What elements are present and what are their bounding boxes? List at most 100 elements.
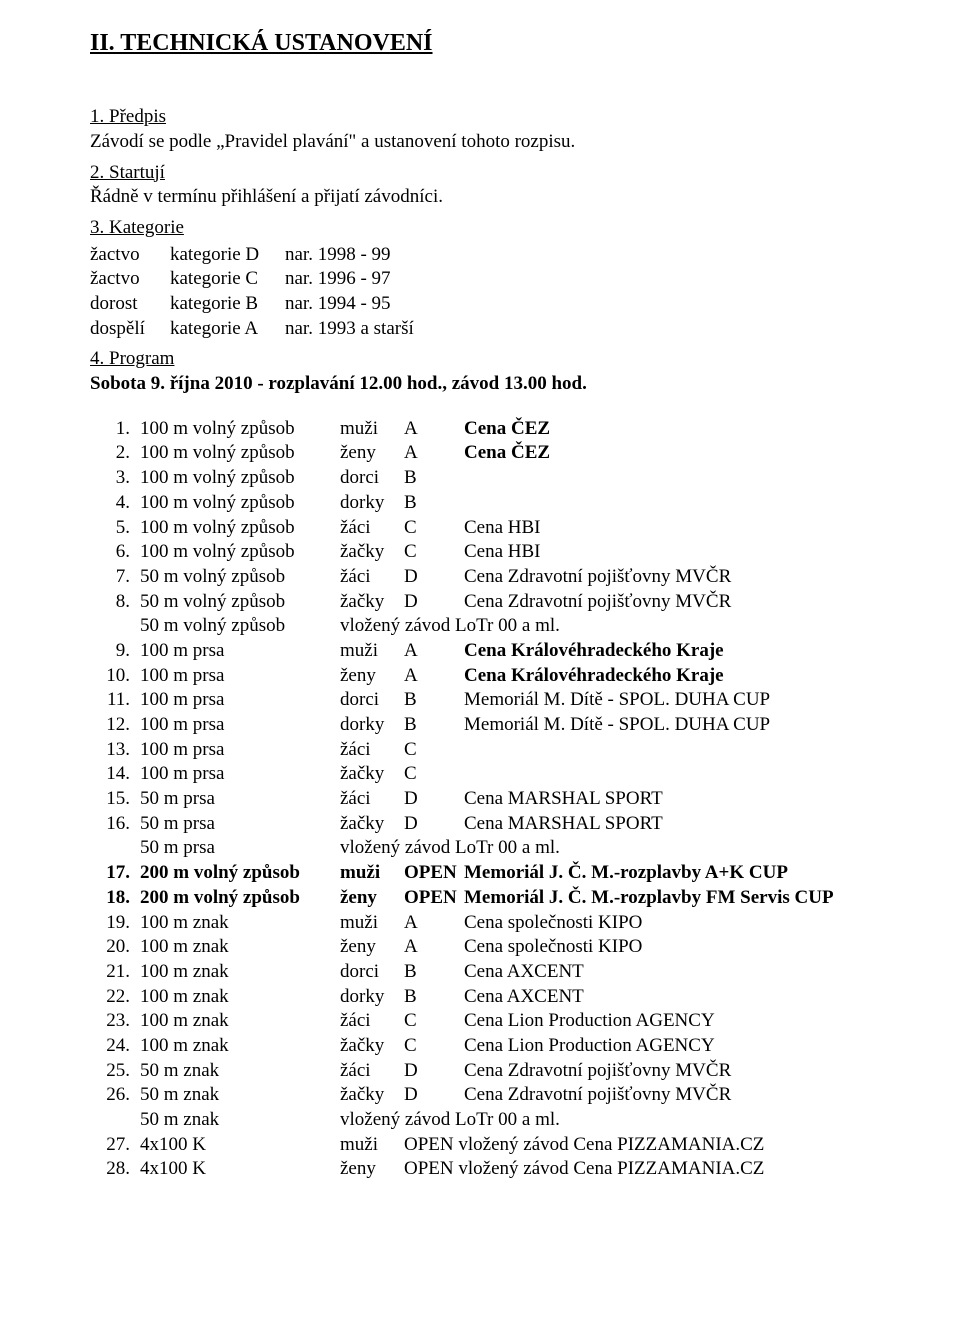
- event-award: [464, 762, 834, 787]
- event-name: 100 m prsa: [140, 688, 340, 713]
- event-row: 50 m prsavložený závod LoTr 00 a ml.: [90, 836, 834, 861]
- section-3-title: 3. Kategorie: [90, 216, 960, 241]
- page-title: II. TECHNICKÁ USTANOVENÍ: [90, 28, 960, 59]
- event-category: C: [404, 1034, 464, 1059]
- event-row: 14.100 m prsažačkyC: [90, 762, 834, 787]
- event-group: žáci: [340, 565, 404, 590]
- event-number: 26.: [90, 1083, 140, 1108]
- event-category: B: [404, 713, 464, 738]
- event-row: 12.100 m prsadorkyBMemoriál M. Dítě - SP…: [90, 713, 834, 738]
- event-number: 18.: [90, 886, 140, 911]
- event-row: 5.100 m volný způsobžáciCCena HBI: [90, 516, 834, 541]
- event-number: 19.: [90, 911, 140, 936]
- event-category: A: [404, 664, 464, 689]
- event-row: 8.50 m volný způsobžačkyDCena Zdravotní …: [90, 590, 834, 615]
- event-category: C: [404, 1009, 464, 1034]
- event-group: dorci: [340, 688, 404, 713]
- event-name: 100 m znak: [140, 1009, 340, 1034]
- event-number: 22.: [90, 985, 140, 1010]
- event-name: 50 m znak: [140, 1059, 340, 1084]
- event-number: 25.: [90, 1059, 140, 1084]
- event-award: Cena společnosti KIPO: [464, 911, 834, 936]
- event-name: 100 m volný způsob: [140, 417, 340, 442]
- event-category: B: [404, 985, 464, 1010]
- event-award: vložený závod LoTr 00 a ml.: [340, 836, 834, 861]
- event-row: 4.100 m volný způsobdorkyB: [90, 491, 834, 516]
- event-name: 100 m volný způsob: [140, 516, 340, 541]
- section-4-title: 4. Program: [90, 347, 960, 372]
- event-name: 50 m volný způsob: [140, 590, 340, 615]
- event-name: 50 m volný způsob: [140, 565, 340, 590]
- event-row: 27.4x100 KmužiOPEN vložený závod Cena PI…: [90, 1133, 834, 1158]
- event-name: 100 m znak: [140, 985, 340, 1010]
- spacer: [90, 397, 960, 415]
- event-row: 3.100 m volný způsobdorciB: [90, 466, 834, 491]
- event-name: 100 m prsa: [140, 713, 340, 738]
- event-name: 100 m prsa: [140, 738, 340, 763]
- event-number: [90, 836, 140, 861]
- category-years: nar. 1993 a starší: [285, 317, 414, 342]
- event-name: 50 m znak: [140, 1083, 340, 1108]
- event-category: B: [404, 466, 464, 491]
- category-label: kategorie B: [170, 292, 285, 317]
- category-group: žactvo: [90, 267, 170, 292]
- event-award: Cena AXCENT: [464, 960, 834, 985]
- event-award: Cena Královéhradeckého Kraje: [464, 639, 834, 664]
- event-number: 2.: [90, 441, 140, 466]
- event-name: 100 m znak: [140, 1034, 340, 1059]
- spacer: [90, 81, 960, 99]
- category-row: dorostkategorie Bnar. 1994 - 95: [90, 292, 414, 317]
- event-row: 15.50 m prsažáciDCena MARSHAL SPORT: [90, 787, 834, 812]
- event-category: B: [404, 960, 464, 985]
- events-table: 1.100 m volný způsobmužiACena ČEZ2.100 m…: [90, 417, 834, 1182]
- event-number: 3.: [90, 466, 140, 491]
- event-award: [464, 738, 834, 763]
- event-award: Cena Zdravotní pojišťovny MVČR: [464, 1059, 834, 1084]
- event-name: 100 m volný způsob: [140, 491, 340, 516]
- event-group: dorky: [340, 713, 404, 738]
- event-name: 100 m znak: [140, 960, 340, 985]
- event-name: 50 m prsa: [140, 812, 340, 837]
- event-number: 15.: [90, 787, 140, 812]
- categories-table: žactvokategorie Dnar. 1998 - 99žactvokat…: [90, 243, 414, 342]
- event-award: Cena MARSHAL SPORT: [464, 787, 834, 812]
- event-award: Cena HBI: [464, 516, 834, 541]
- event-number: [90, 614, 140, 639]
- event-category: D: [404, 812, 464, 837]
- event-award: [464, 491, 834, 516]
- event-name: 100 m prsa: [140, 639, 340, 664]
- category-label: kategorie A: [170, 317, 285, 342]
- event-category: D: [404, 565, 464, 590]
- event-row: 16.50 m prsažačkyDCena MARSHAL SPORT: [90, 812, 834, 837]
- event-row: 26.50 m znakžačkyDCena Zdravotní pojišťo…: [90, 1083, 834, 1108]
- event-number: 4.: [90, 491, 140, 516]
- category-label: kategorie C: [170, 267, 285, 292]
- event-row: 2.100 m volný způsobženyACena ČEZ: [90, 441, 834, 466]
- category-row: žactvokategorie Dnar. 1998 - 99: [90, 243, 414, 268]
- event-number: 9.: [90, 639, 140, 664]
- event-row: 50 m volný způsobvložený závod LoTr 00 a…: [90, 614, 834, 639]
- event-group: ženy: [340, 664, 404, 689]
- event-number: 10.: [90, 664, 140, 689]
- event-group: muži: [340, 639, 404, 664]
- event-number: [90, 1108, 140, 1133]
- category-group: žactvo: [90, 243, 170, 268]
- event-row: 7.50 m volný způsobžáciDCena Zdravotní p…: [90, 565, 834, 590]
- event-award: Cena Zdravotní pojišťovny MVČR: [464, 590, 834, 615]
- event-row: 28.4x100 KženyOPEN vložený závod Cena PI…: [90, 1157, 834, 1182]
- event-category: OPEN: [404, 886, 464, 911]
- event-row: 18.200 m volný způsobženyOPENMemoriál J.…: [90, 886, 834, 911]
- event-award: Cena MARSHAL SPORT: [464, 812, 834, 837]
- event-row: 21.100 m znakdorciBCena AXCENT: [90, 960, 834, 985]
- event-name: 50 m prsa: [140, 836, 340, 861]
- event-award: Memoriál M. Dítě - SPOL. DUHA CUP: [464, 713, 834, 738]
- event-name: 100 m prsa: [140, 664, 340, 689]
- category-years: nar. 1994 - 95: [285, 292, 414, 317]
- event-category: D: [404, 590, 464, 615]
- event-category: C: [404, 738, 464, 763]
- event-row: 17.200 m volný způsobmužiOPENMemoriál J.…: [90, 861, 834, 886]
- event-award: [464, 466, 834, 491]
- event-name: 200 m volný způsob: [140, 861, 340, 886]
- event-award: Cena ČEZ: [464, 441, 834, 466]
- event-number: 27.: [90, 1133, 140, 1158]
